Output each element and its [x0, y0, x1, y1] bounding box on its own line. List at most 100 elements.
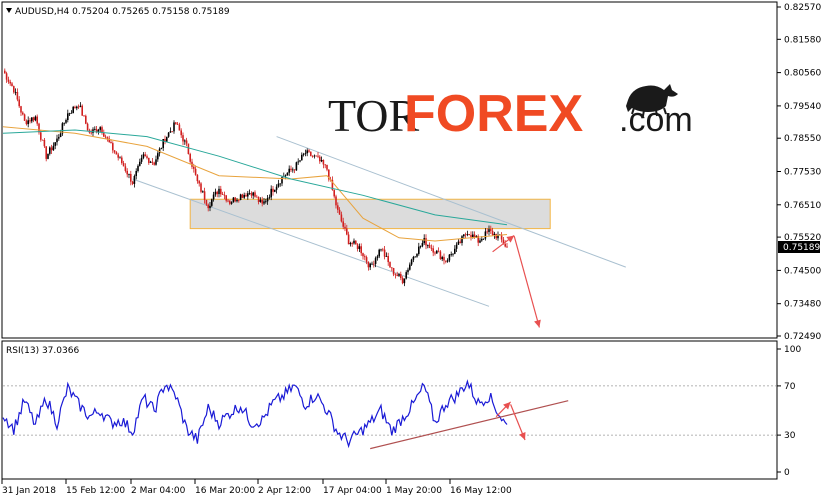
candle-body — [20, 106, 22, 113]
rsi-trendline — [370, 400, 569, 450]
forecast-arrow-2 — [513, 235, 540, 328]
candle-body — [337, 205, 339, 210]
candle-body — [142, 154, 145, 158]
candle-body — [342, 221, 344, 227]
candle-body — [229, 200, 231, 204]
candle-body — [121, 157, 123, 164]
candle-body — [13, 86, 15, 93]
symbol-line: AUDUSD,H4 0.75204 0.75265 0.75158 0.7518… — [15, 7, 230, 17]
candle-body — [376, 256, 379, 259]
candle-body — [396, 274, 398, 276]
time-axis: 31 Jan 2018 15 Feb 12:00 2 Mar 04:00 16 Mar… — [1, 479, 512, 496]
candle-body — [144, 154, 146, 157]
price-tick-label: 0.80560 — [784, 69, 821, 79]
price-tick-label: 0.77530 — [784, 168, 821, 178]
candle-body — [295, 162, 298, 171]
candle-body — [317, 155, 319, 157]
candle-body — [18, 99, 20, 107]
candle-body — [77, 106, 80, 108]
candle-body — [416, 253, 418, 257]
candle-body — [202, 191, 204, 193]
candle-body — [481, 239, 483, 241]
candle-body — [311, 155, 314, 157]
candle-body — [356, 244, 359, 249]
candle-body — [173, 122, 175, 132]
dropdown-triangle-icon[interactable] — [6, 8, 12, 13]
price-tick-label: 0.79540 — [784, 102, 821, 112]
moving-average-slow — [2, 129, 508, 226]
candle-body — [301, 154, 303, 161]
candle-body — [412, 256, 415, 260]
candle-body — [344, 226, 346, 229]
candle-body — [347, 234, 350, 245]
torforex-logo: TOR FOREX .com — [328, 84, 693, 143]
candle-body — [338, 209, 341, 215]
candle-body — [50, 147, 53, 151]
price-tick-label: 0.72490 — [784, 332, 821, 342]
candle-body — [265, 201, 267, 203]
candle-body — [400, 274, 402, 279]
candle-body — [4, 70, 6, 74]
candle-body — [236, 199, 238, 202]
candle-body — [153, 162, 155, 165]
candle-body — [167, 132, 170, 137]
candle-body — [52, 145, 55, 151]
time-tick-label: 17 Apr 04:00 — [323, 486, 382, 496]
candle-body — [36, 116, 38, 124]
candle-body — [430, 247, 433, 249]
candle-body — [353, 240, 355, 244]
candle-body — [184, 140, 186, 142]
candle-body — [182, 135, 184, 142]
candle-body — [117, 154, 119, 158]
rsi-tick-label: 70 — [784, 382, 796, 392]
candle-body — [254, 192, 256, 197]
candle-body — [328, 169, 330, 180]
current-price-label: 0.75189 — [783, 243, 820, 253]
candle-body — [151, 161, 154, 163]
candle-body — [104, 136, 107, 138]
candle-body — [284, 175, 287, 177]
candle-body — [506, 246, 508, 248]
candle-body — [355, 240, 357, 245]
candle-body — [160, 148, 163, 149]
price-tick-label: 0.74500 — [784, 266, 821, 276]
candle-body — [221, 194, 224, 195]
candle-body — [113, 150, 116, 153]
candle-body — [70, 112, 73, 114]
candle-body — [490, 229, 492, 231]
candle-body — [207, 204, 209, 209]
candle-body — [389, 262, 391, 268]
candle-body — [54, 142, 56, 146]
candle-body — [407, 269, 409, 273]
candle-body — [130, 173, 132, 182]
candle-body — [22, 112, 24, 115]
candle-body — [115, 152, 118, 155]
candle-body — [290, 168, 292, 171]
candle-body — [16, 91, 19, 100]
candle-body — [68, 113, 71, 115]
candle-body — [324, 164, 326, 166]
candle-body — [25, 120, 28, 125]
candle-body — [302, 154, 305, 155]
candle-body — [410, 259, 413, 265]
candle-body — [335, 196, 337, 206]
candle-body — [257, 196, 260, 202]
candle-body — [245, 194, 247, 197]
candle-body — [140, 157, 143, 162]
candle-body — [346, 228, 348, 235]
time-tick-label: 15 Feb 12:00 — [66, 486, 125, 496]
resistance-zone — [189, 198, 551, 230]
candle-body — [180, 130, 182, 136]
candle-body — [79, 105, 82, 107]
price-tick-label: 0.75520 — [784, 233, 821, 243]
candle-body — [146, 156, 148, 158]
candle-body — [277, 183, 280, 187]
price-chart — [2, 68, 626, 328]
candle-body — [171, 131, 173, 133]
candle-body — [198, 181, 200, 184]
candle-body — [14, 91, 17, 93]
candle-body — [214, 191, 217, 195]
rsi-panel — [1, 340, 778, 480]
candle-body — [369, 263, 371, 268]
